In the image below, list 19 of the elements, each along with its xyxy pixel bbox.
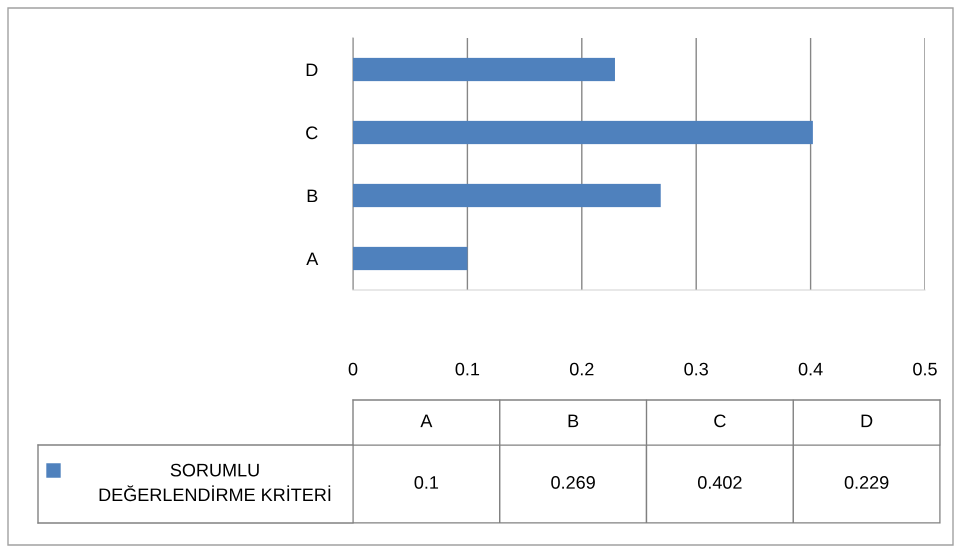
x-tick-label: 0.5	[913, 362, 937, 376]
x-tick-label: C	[714, 414, 726, 428]
x-tick-label: 0.2	[570, 362, 594, 376]
x-tick-label: 0.3	[684, 362, 708, 376]
data-label: 0.269	[551, 476, 595, 489]
x-tick-label: 0	[348, 362, 358, 376]
data-label: 0.402	[698, 476, 742, 489]
x-tick-label: D	[862, 414, 872, 428]
data-label: 0.1	[414, 476, 438, 489]
y-tick-label: SORUMLU DEĞERLENDİRME KRİTERİ	[100, 464, 330, 502]
x-tick-label: A	[420, 414, 432, 428]
x-tick-label: 0.1	[456, 362, 480, 376]
x-tick-label: 0.4	[798, 362, 823, 376]
data-label: 0.229	[844, 476, 888, 489]
x-tick-label: B	[568, 414, 578, 428]
y-tick-label: D	[306, 64, 318, 76]
y-tick-label: A	[306, 252, 318, 266]
y-tick-label: B	[308, 190, 318, 202]
y-tick-label: C	[306, 126, 318, 140]
